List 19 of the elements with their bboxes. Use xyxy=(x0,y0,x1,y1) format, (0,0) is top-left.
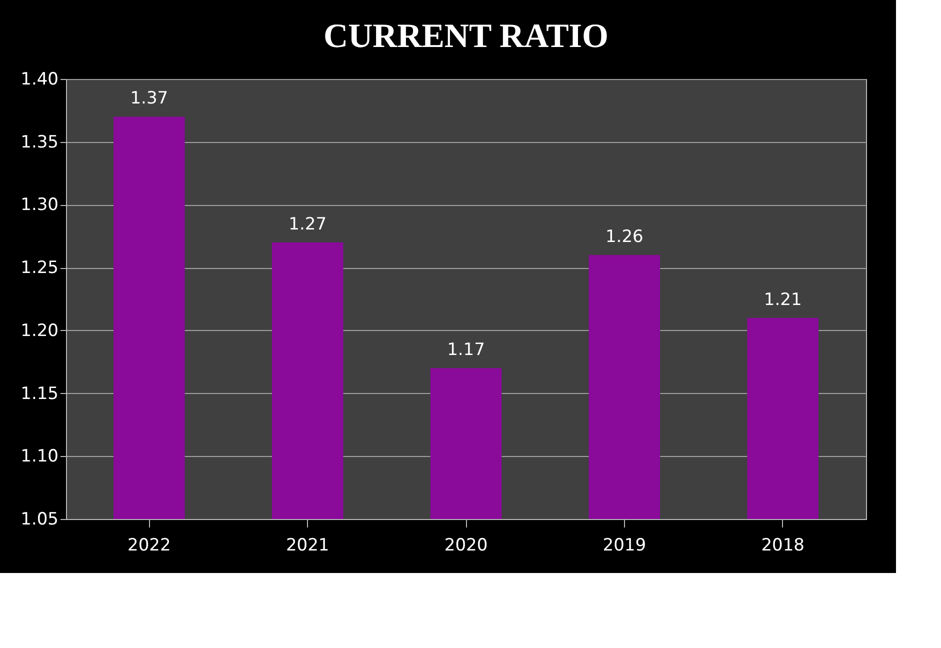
data-label: 1.37 xyxy=(130,88,168,109)
y-tick-label: 1.10 xyxy=(20,446,58,467)
x-tick-label: 2022 xyxy=(128,536,171,556)
data-label: 1.17 xyxy=(447,340,485,360)
y-tick-label: 1.15 xyxy=(20,384,58,404)
y-tick-label: 1.20 xyxy=(20,320,58,341)
y-tick-label: 1.40 xyxy=(20,70,58,90)
y-tick-label: 1.25 xyxy=(20,258,58,278)
x-tick-label: 2021 xyxy=(286,536,330,556)
data-label: 1.21 xyxy=(764,290,802,310)
y-tick-label: 1.30 xyxy=(20,195,58,216)
y-tick-label: 1.05 xyxy=(20,510,58,530)
data-label: 1.26 xyxy=(605,227,644,247)
chart-title: CURRENT RATIO xyxy=(324,18,608,55)
x-tick-label: 2018 xyxy=(761,536,804,556)
x-tick-label: 2019 xyxy=(602,536,646,556)
y-tick-label: 1.35 xyxy=(20,132,58,152)
x-tick-label: 2020 xyxy=(444,536,488,556)
data-label: 1.27 xyxy=(288,214,327,234)
